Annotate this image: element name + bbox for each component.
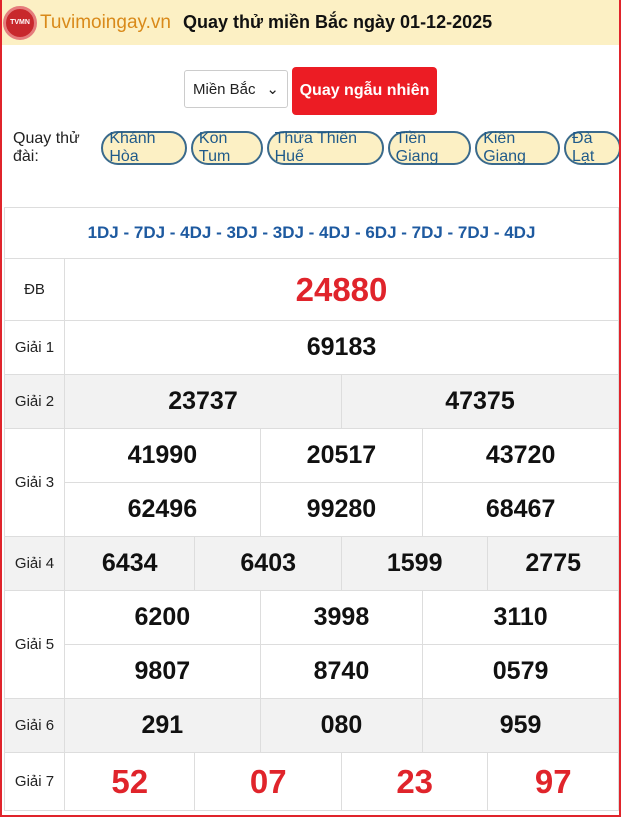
- brand-name[interactable]: Tuvimoingay.vn: [40, 11, 171, 33]
- prize-7: 23: [340, 752, 489, 811]
- prize-4: 6434: [63, 536, 196, 591]
- results-table: 1DJ - 7DJ - 4DJ - 3DJ - 3DJ - 4DJ - 6DJ …: [4, 207, 620, 811]
- prize-3: 41990: [64, 428, 261, 483]
- prize-5: 3998: [259, 590, 424, 645]
- prize-1: 69183: [64, 320, 619, 375]
- prize-label: Giải 3: [4, 428, 65, 537]
- prize-5: 6200: [64, 590, 261, 645]
- prize-6: 080: [259, 698, 424, 753]
- region-select[interactable]: Miền Bắc ⌄: [184, 70, 288, 108]
- prize-label: Giải 7: [4, 752, 65, 811]
- prize-5: 0579: [422, 644, 619, 699]
- station-button[interactable]: Tiền Giang: [387, 130, 472, 165]
- stations-label: Quay thử đài:: [13, 130, 80, 165]
- page-title: Quay thử miền Bắc ngày 01-12-2025: [182, 12, 493, 32]
- station-button[interactable]: Thừa Thiên Huế: [266, 130, 384, 165]
- station-button[interactable]: Khánh Hòa: [101, 130, 187, 165]
- prize-3: 62496: [64, 482, 261, 537]
- prize-4: 1599: [340, 536, 489, 591]
- prize-2: 23737: [64, 374, 342, 429]
- prize-2: 47375: [340, 374, 620, 429]
- station-button[interactable]: Kiên Giang: [475, 130, 561, 165]
- prize-6: 959: [422, 698, 619, 753]
- logo[interactable]: TVMN: [3, 5, 37, 40]
- prize-3: 20517: [259, 428, 424, 483]
- prize-label: Giải 6: [4, 698, 65, 753]
- prize-7: 52: [63, 752, 196, 811]
- header: TVMN Tuvimoingay.vn Quay thử miền Bắc ng…: [0, 0, 621, 45]
- region-value: Miền Bắc: [193, 80, 256, 98]
- prize-label: Giải 5: [4, 590, 65, 699]
- special-prize: 24880: [64, 258, 619, 321]
- codes: 1DJ - 7DJ - 4DJ - 3DJ - 3DJ - 4DJ - 6DJ …: [4, 207, 619, 259]
- prize-label: Giải 4: [4, 536, 65, 591]
- random-spin-button[interactable]: Quay ngẫu nhiên: [292, 67, 437, 115]
- prize-3: 43720: [422, 428, 619, 483]
- prize-label: ĐB: [4, 258, 65, 321]
- prize-5: 9807: [64, 644, 261, 699]
- prize-7: 07: [194, 752, 342, 811]
- prize-7: 97: [487, 752, 619, 811]
- prize-6: 291: [64, 698, 261, 753]
- prize-label: Giải 2: [4, 374, 65, 429]
- station-button[interactable]: Kon Tum: [190, 130, 263, 165]
- prize-label: Giải 1: [4, 320, 65, 375]
- chevron-down-icon: ⌄: [266, 81, 279, 98]
